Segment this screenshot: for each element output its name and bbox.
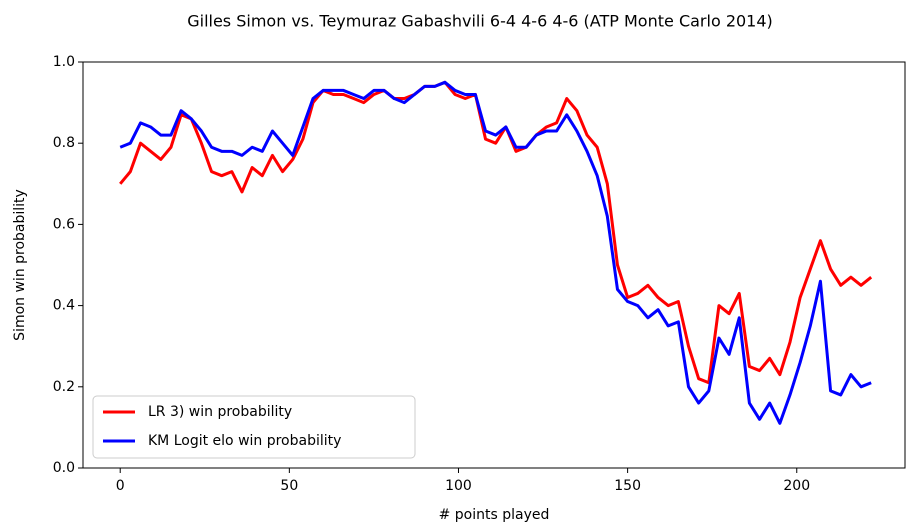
y-tick-label: 0.4 [53, 298, 75, 314]
x-tick-label: 0 [116, 478, 125, 494]
x-tick-label: 200 [783, 478, 810, 494]
legend-box [92, 395, 416, 459]
x-axis-label: # points played [439, 507, 550, 523]
y-tick-label: 1.0 [53, 54, 75, 70]
y-tick-label: 0.2 [53, 379, 75, 395]
legend-label: KM Logit elo win probability [148, 433, 341, 449]
x-tick-label: 100 [445, 478, 472, 494]
series-line [119, 80, 872, 425]
y-tick-label: 0.0 [53, 460, 75, 476]
series-line [119, 80, 873, 385]
y-axis-label: Simon win probability [12, 189, 28, 341]
x-tick-label: 150 [614, 478, 641, 494]
x-tick-label: 50 [280, 478, 298, 494]
plot-frame [82, 61, 906, 469]
legend-label: LR 3) win probability [148, 404, 292, 420]
y-tick-label: 0.6 [53, 216, 75, 232]
chart-title: Gilles Simon vs. Teymuraz Gabashvili 6-4… [187, 12, 773, 31]
y-tick-label: 0.8 [53, 135, 75, 151]
